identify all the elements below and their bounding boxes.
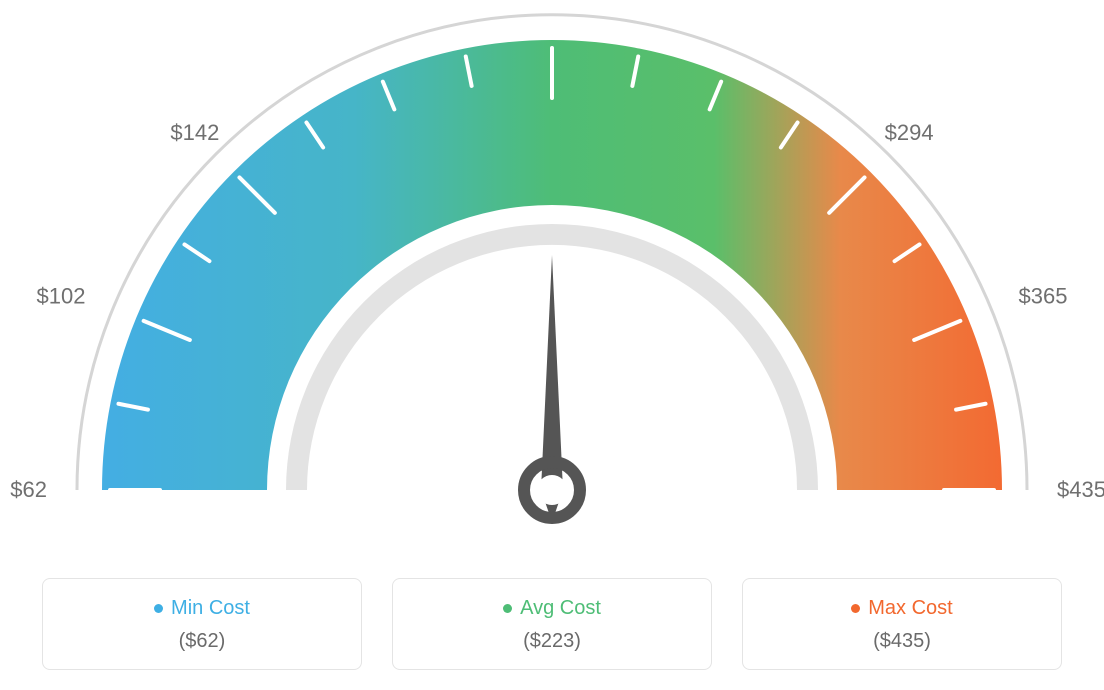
legend-dot-max [851,604,860,613]
svg-text:$435: $435 [1057,477,1104,502]
legend-label-min: Min Cost [171,597,250,620]
svg-text:$294: $294 [885,120,934,145]
legend-label-max: Max Cost [868,597,952,620]
svg-text:$62: $62 [10,477,47,502]
legend-value-max: ($435) [753,630,1051,653]
svg-text:$102: $102 [36,284,85,309]
gauge-chart: $62$102$142$223$294$365$435 [0,0,1104,570]
svg-text:$142: $142 [170,120,219,145]
legend-dot-min [154,604,163,613]
legend-value-avg: ($223) [403,630,701,653]
legend-label-avg: Avg Cost [520,597,601,620]
legend-value-min: ($62) [53,630,351,653]
legend-card-avg: Avg Cost ($223) [392,578,712,670]
legend-dot-avg [503,604,512,613]
svg-text:$365: $365 [1019,284,1068,309]
cost-gauge-widget: $62$102$142$223$294$365$435 Min Cost ($6… [0,0,1104,690]
legend-card-min: Min Cost ($62) [42,578,362,670]
legend-card-max: Max Cost ($435) [742,578,1062,670]
legend-row: Min Cost ($62) Avg Cost ($223) Max Cost … [0,578,1104,670]
